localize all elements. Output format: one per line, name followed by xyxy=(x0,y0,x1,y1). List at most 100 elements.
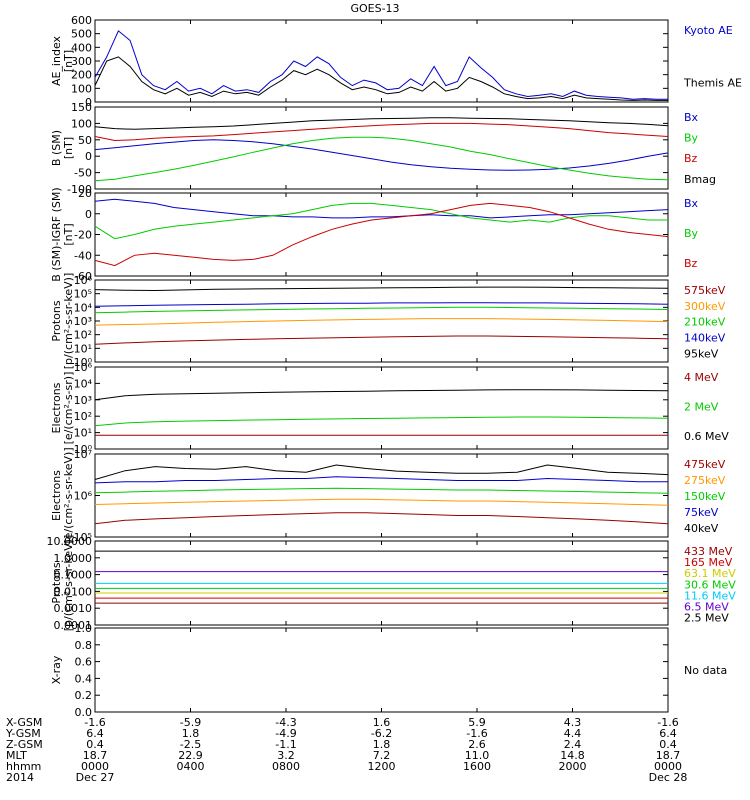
y-tick-label: 10⁵ xyxy=(74,288,92,301)
series-line-themis-ae xyxy=(94,56,668,101)
y-axis-label: Electrons xyxy=(50,382,63,433)
x-axis-value: 0000 xyxy=(654,760,682,773)
legend-by: By xyxy=(684,132,699,145)
y-tick-label: 0.6 xyxy=(75,656,93,669)
x-axis-table: X-GSM -1.6 -5.9 -4.3 1.6 5.9 4.3 -1.6 Y-GSM 6.4 1.… xyxy=(5,716,687,784)
y-axis-label: [p/(cm²-s-sr-keV)] xyxy=(62,535,75,632)
x-axis-value: -2.5 xyxy=(180,738,201,751)
x-axis-value: 1.6 xyxy=(373,716,391,729)
x-axis-value: Dec 27 xyxy=(76,771,115,784)
x-axis-value: 22.9 xyxy=(178,749,203,762)
panel-frame xyxy=(94,19,669,103)
legend-475kev: 475keV xyxy=(684,458,726,471)
legend-4-mev: 4 MeV xyxy=(684,371,719,384)
x-axis-value: 18.7 xyxy=(656,749,681,762)
y-axis-label: Protons xyxy=(50,562,63,603)
x-axis-value: 5.9 xyxy=(468,716,486,729)
y-tick-label: 10⁴ xyxy=(74,301,93,314)
panel-frame xyxy=(94,366,669,450)
y-tick-label: 10⁰ xyxy=(74,443,93,456)
x-axis-value: 2.6 xyxy=(468,738,486,751)
panel-frame xyxy=(94,192,669,277)
series-line-150kev xyxy=(94,487,669,494)
x-axis-value: 2.4 xyxy=(564,738,582,751)
y-tick-label: 10⁵ xyxy=(74,531,92,544)
y-tick-label: 0.0010 xyxy=(54,602,93,615)
series-line-75kev xyxy=(94,476,668,484)
legend-75kev: 75keV xyxy=(684,506,719,519)
panel-frame xyxy=(94,279,669,363)
x-axis-value: 0000 xyxy=(81,760,109,773)
legend-2-mev: 2 MeV xyxy=(684,401,719,414)
panel-8: 1.0 0.8 0.6 0.4 0.2 0.0 X-ray No data xyxy=(50,622,727,719)
legend-150kev: 150keV xyxy=(684,490,726,503)
series-line-bx xyxy=(94,139,669,171)
y-tick-label: 10⁶ xyxy=(74,490,93,503)
y-tick-label: 0.0001 xyxy=(54,619,93,632)
y-axis-label: AE_index xyxy=(50,35,63,86)
y-tick-label: 10² xyxy=(74,410,92,423)
x-axis-value: 11.0 xyxy=(465,749,490,762)
x-axis-value: -1.6 xyxy=(657,716,678,729)
panel-3: 20 0 -20 -40 -60 B (SM)-IGRF (SM) [nT] Bx By Bz xyxy=(50,187,699,283)
x-axis-value: 1.8 xyxy=(373,738,391,751)
legend-bz: Bz xyxy=(684,152,698,165)
y-tick-label: 500 xyxy=(71,28,92,41)
legend-6-5-mev: 6.5 MeV xyxy=(684,601,729,614)
x-axis-value: -6.2 xyxy=(371,727,392,740)
y-tick-label: 20 xyxy=(78,187,92,200)
legend-0-6-mev: 0.6 MeV xyxy=(684,430,729,443)
y-axis-label: [nT] xyxy=(62,223,75,245)
x-axis-row-label: 2014 xyxy=(6,771,34,784)
series-line-bx xyxy=(94,198,669,219)
legend-bx: Bx xyxy=(684,197,699,210)
x-axis-value: 7.2 xyxy=(373,749,391,762)
x-axis-value: 1200 xyxy=(368,760,396,773)
y-tick-label: 100 xyxy=(71,82,92,95)
y-tick-label: 0.1000 xyxy=(54,569,93,582)
x-axis-value: 2000 xyxy=(559,760,587,773)
series-line-300kev xyxy=(94,318,669,326)
y-axis-label: [e/(cm²-s-sr)] xyxy=(62,372,75,445)
y-axis-label: [p/(cm²-s-sr-keV)] xyxy=(62,273,75,370)
y-tick-label: 10⁷ xyxy=(74,448,92,461)
y-tick-label: 300 xyxy=(71,55,92,68)
legend-210kev: 210keV xyxy=(684,316,726,329)
series-line-by xyxy=(94,202,668,240)
y-tick-label: 0.0 xyxy=(75,706,93,719)
legend-575kev: 575keV xyxy=(684,284,726,297)
x-axis-value: 4.3 xyxy=(564,716,582,729)
y-tick-label: 0 xyxy=(85,208,92,221)
legend-63-1-mev: 63.1 MeV xyxy=(684,567,736,580)
x-axis-value: 0.4 xyxy=(659,738,677,751)
y-tick-label: -40 xyxy=(74,249,92,262)
legend-bmag: Bmag xyxy=(684,173,716,186)
y-tick-label: 0.4 xyxy=(75,672,93,685)
legend-bz: Bz xyxy=(684,257,698,270)
panel-frame xyxy=(94,106,669,190)
series-line-2-mev xyxy=(94,416,669,427)
legend-95kev: 95keV xyxy=(684,347,719,360)
legend-275kev: 275keV xyxy=(684,474,726,487)
y-tick-label: -60 xyxy=(74,270,92,283)
legend-40kev: 40keV xyxy=(684,522,719,535)
y-tick-label: 150 xyxy=(71,101,92,114)
x-axis-value: 0800 xyxy=(272,760,300,773)
y-tick-label: 600 xyxy=(71,14,92,27)
y-tick-label: 10¹ xyxy=(74,342,92,355)
y-tick-label: 200 xyxy=(71,69,92,82)
series-line-bmag xyxy=(94,117,669,130)
y-tick-label: -100 xyxy=(67,183,92,196)
y-tick-label: 1.0000 xyxy=(54,552,93,565)
x-axis-value: Dec 28 xyxy=(649,771,688,784)
x-axis-value: -1.6 xyxy=(466,727,487,740)
x-axis-value: 6.4 xyxy=(86,727,104,740)
y-tick-label: 1.0 xyxy=(75,622,93,635)
x-axis-value: 4.4 xyxy=(564,727,582,740)
series-line-0-6-mev xyxy=(94,389,669,401)
x-axis-row-label: MLT xyxy=(6,749,27,762)
y-axis-label: Protons xyxy=(50,300,63,341)
y-tick-label: 10.0000 xyxy=(47,535,93,548)
x-axis-value: 3.2 xyxy=(277,749,295,762)
